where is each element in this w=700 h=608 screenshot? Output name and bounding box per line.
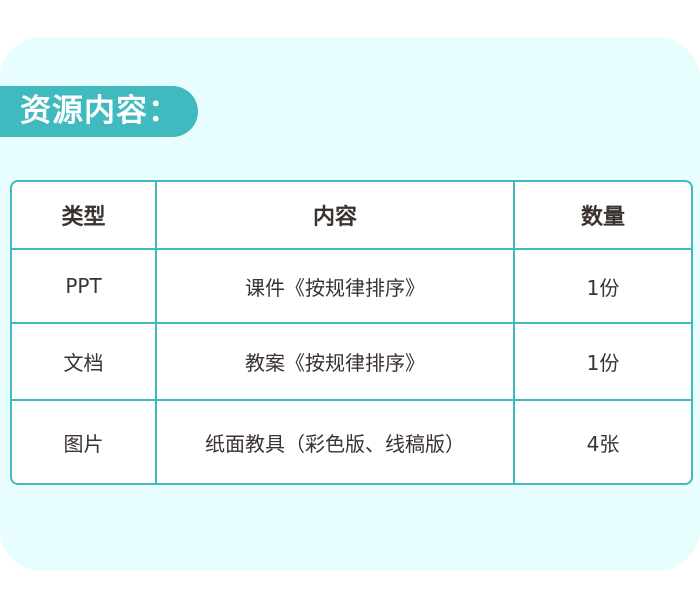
cell-type: 图片 <box>12 401 157 483</box>
cell-content: 教案《按规律排序》 <box>157 324 515 401</box>
cell-type: PPT <box>12 250 157 324</box>
header-quantity: 数量 <box>515 182 691 250</box>
cell-content: 纸面教具（彩色版、线稿版） <box>157 401 515 483</box>
cell-content: 课件《按规律排序》 <box>157 250 515 324</box>
section-title: 资源内容： <box>0 86 198 137</box>
table-row: 文档 教案《按规律排序》 1份 <box>12 324 691 401</box>
cell-quantity: 1份 <box>515 250 691 324</box>
resource-table: 类型 内容 数量 PPT 课件《按规律排序》 1份 文档 教案《按规律排序》 1… <box>10 180 693 485</box>
header-content: 内容 <box>157 182 515 250</box>
cell-type: 文档 <box>12 324 157 401</box>
table-row: PPT 课件《按规律排序》 1份 <box>12 250 691 324</box>
cell-quantity: 1份 <box>515 324 691 401</box>
table-row: 图片 纸面教具（彩色版、线稿版） 4张 <box>12 401 691 483</box>
table-header-row: 类型 内容 数量 <box>12 182 691 250</box>
header-type: 类型 <box>12 182 157 250</box>
cell-quantity: 4张 <box>586 431 620 456</box>
